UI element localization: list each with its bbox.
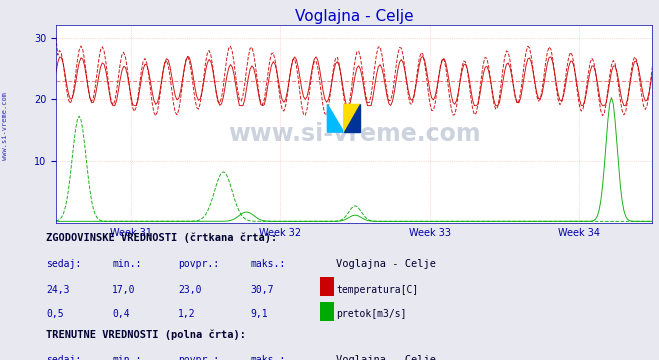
- Text: pretok[m3/s]: pretok[m3/s]: [336, 309, 407, 319]
- Text: sedaj:: sedaj:: [46, 355, 81, 360]
- Text: 24,3: 24,3: [46, 285, 70, 294]
- Text: Voglajna - Celje: Voglajna - Celje: [336, 259, 436, 269]
- Text: povpr.:: povpr.:: [178, 355, 219, 360]
- Polygon shape: [344, 104, 360, 132]
- Text: sedaj:: sedaj:: [46, 259, 81, 269]
- Text: min.:: min.:: [112, 259, 142, 269]
- Polygon shape: [328, 104, 344, 132]
- Text: povpr.:: povpr.:: [178, 259, 219, 269]
- Text: www.si-vreme.com: www.si-vreme.com: [228, 122, 480, 146]
- Bar: [320, 277, 334, 297]
- Text: 0,5: 0,5: [46, 309, 64, 319]
- Title: Voglajna - Celje: Voglajna - Celje: [295, 9, 414, 24]
- Text: maks.:: maks.:: [250, 355, 285, 360]
- Bar: [320, 302, 334, 321]
- Text: min.:: min.:: [112, 355, 142, 360]
- Text: 23,0: 23,0: [178, 285, 202, 294]
- Text: ZGODOVINSKE VREDNOSTI (črtkana črta):: ZGODOVINSKE VREDNOSTI (črtkana črta):: [46, 232, 277, 243]
- Text: maks.:: maks.:: [250, 259, 285, 269]
- Text: Voglajna - Celje: Voglajna - Celje: [336, 355, 436, 360]
- Text: 17,0: 17,0: [112, 285, 136, 294]
- Text: temperatura[C]: temperatura[C]: [336, 285, 418, 294]
- Text: www.si-vreme.com: www.si-vreme.com: [2, 92, 9, 160]
- Text: 1,2: 1,2: [178, 309, 196, 319]
- Text: 30,7: 30,7: [250, 285, 274, 294]
- Text: 9,1: 9,1: [250, 309, 268, 319]
- Text: TRENUTNE VREDNOSTI (polna črta):: TRENUTNE VREDNOSTI (polna črta):: [46, 329, 246, 340]
- Text: 0,4: 0,4: [112, 309, 130, 319]
- Polygon shape: [344, 104, 360, 132]
